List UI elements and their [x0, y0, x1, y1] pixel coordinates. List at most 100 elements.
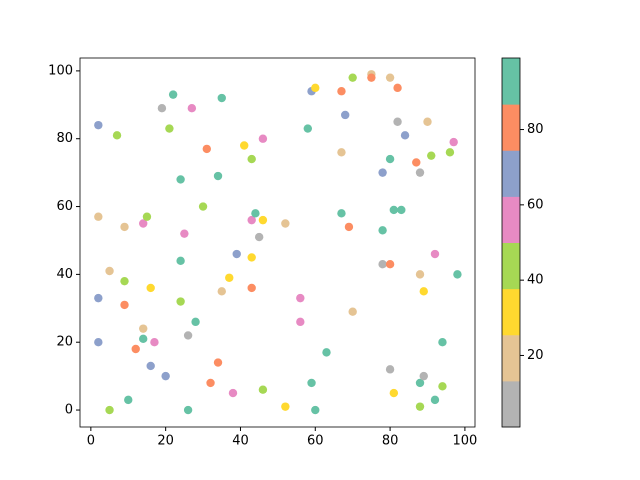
point	[191, 317, 200, 327]
point	[389, 388, 399, 398]
point	[94, 212, 103, 221]
point	[307, 378, 316, 388]
point	[247, 154, 256, 164]
colorbar-segment	[502, 242, 520, 290]
point	[415, 402, 425, 411]
point	[393, 117, 402, 126]
point	[438, 382, 447, 391]
point	[415, 270, 425, 279]
point	[217, 93, 226, 103]
x-tick-label: 0	[87, 434, 95, 449]
point	[139, 219, 148, 228]
point	[281, 402, 290, 411]
point	[251, 209, 260, 218]
point	[423, 117, 432, 126]
point	[105, 266, 114, 276]
point	[427, 151, 436, 160]
y-tick-label: 0	[65, 403, 73, 418]
point	[337, 148, 346, 157]
point	[180, 229, 189, 238]
x-tick-label: 60	[307, 434, 324, 449]
point	[247, 253, 256, 262]
point	[131, 344, 140, 354]
colorbar-tick-label: 20	[527, 348, 544, 363]
point	[438, 338, 447, 347]
colorbar-segment	[502, 58, 520, 105]
point	[183, 331, 193, 340]
point	[228, 388, 238, 398]
point	[296, 293, 305, 303]
point	[146, 283, 155, 293]
point	[385, 154, 395, 164]
point	[419, 287, 428, 296]
point	[165, 124, 174, 133]
y-tick-label: 80	[56, 131, 73, 146]
point	[254, 232, 264, 242]
point	[385, 365, 395, 374]
point	[112, 131, 122, 140]
colorbar-tick-label: 60	[527, 197, 544, 212]
point	[419, 371, 428, 381]
colorbar-segment	[502, 380, 520, 428]
point	[176, 175, 185, 184]
colorbar-tick-label: 40	[527, 273, 544, 288]
point	[258, 134, 268, 143]
point	[232, 249, 241, 259]
colorbar-segment	[502, 334, 520, 382]
point	[385, 73, 395, 82]
point	[139, 334, 148, 344]
point	[213, 171, 223, 181]
point	[378, 226, 387, 235]
point	[198, 202, 208, 211]
point	[385, 260, 395, 269]
point	[303, 124, 312, 133]
point	[337, 209, 346, 218]
point	[445, 148, 455, 157]
point	[94, 293, 103, 303]
x-tick-label: 80	[382, 434, 399, 449]
colorbar-segment	[502, 150, 520, 197]
point	[94, 120, 103, 130]
point	[120, 276, 129, 286]
point	[213, 358, 223, 367]
point	[206, 378, 215, 388]
point	[348, 307, 357, 316]
x-tick-label: 100	[452, 434, 477, 449]
point	[341, 110, 350, 120]
point	[348, 73, 357, 82]
point	[412, 158, 421, 167]
point	[202, 144, 212, 154]
point	[258, 385, 268, 394]
colorbar-tick-label: 80	[527, 122, 544, 137]
point	[311, 405, 320, 415]
point	[400, 131, 410, 140]
point	[296, 317, 305, 327]
point	[176, 297, 185, 306]
point	[378, 260, 387, 269]
point	[430, 395, 440, 405]
point	[187, 103, 197, 113]
point	[176, 256, 185, 266]
y-tick-label: 20	[56, 335, 73, 350]
point	[217, 287, 226, 296]
point	[430, 249, 440, 259]
point	[168, 90, 178, 99]
point	[142, 212, 152, 221]
point	[183, 405, 193, 415]
point	[161, 371, 170, 381]
point	[120, 300, 129, 310]
point	[337, 87, 346, 96]
colorbar-segment	[502, 104, 520, 151]
point	[397, 205, 406, 215]
point	[281, 219, 290, 228]
point	[378, 168, 387, 177]
colorbar-segment	[502, 196, 520, 243]
point	[240, 141, 249, 150]
point	[139, 324, 148, 333]
point	[247, 283, 256, 293]
point	[449, 137, 458, 147]
point	[105, 405, 114, 415]
x-tick-label: 40	[232, 434, 249, 449]
point	[258, 215, 268, 225]
